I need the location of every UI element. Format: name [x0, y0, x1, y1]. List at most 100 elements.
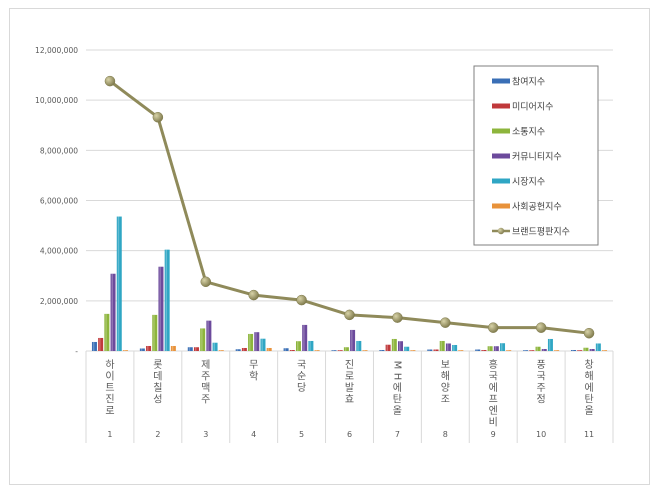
bar-highlight	[494, 346, 497, 351]
bar-highlight	[530, 350, 532, 351]
bar	[350, 329, 356, 351]
bar	[314, 350, 320, 351]
bar-highlight	[242, 347, 245, 351]
x-category-number: 2	[155, 430, 160, 439]
bar	[218, 350, 224, 351]
bar	[577, 350, 583, 351]
x-label-char: H	[391, 373, 402, 381]
x-label-char: 진	[105, 394, 114, 406]
line-marker	[152, 111, 164, 123]
legend-label: 사회공헌지수	[512, 202, 562, 213]
bar	[547, 338, 553, 351]
bar-highlight	[405, 346, 407, 351]
line-marker	[583, 327, 595, 339]
bar	[523, 350, 529, 351]
bar-highlight	[434, 349, 436, 351]
x-category-number: 3	[203, 430, 208, 439]
bar	[193, 347, 199, 351]
bar-highlight	[548, 338, 551, 351]
bar	[362, 350, 368, 351]
bar-highlight	[219, 350, 222, 351]
legend-label: 소통지수	[512, 127, 545, 138]
x-label-char: 로	[345, 372, 354, 383]
bar-highlight	[507, 350, 509, 351]
bar	[493, 346, 499, 351]
legend-swatch	[492, 203, 510, 209]
bar	[595, 343, 601, 351]
legend-item: 사회공헌지수	[492, 202, 562, 213]
x-label-char: 주	[201, 395, 210, 406]
x-label-char: 무	[249, 360, 258, 371]
bar-highlight	[536, 346, 538, 351]
x-category-number: 6	[347, 430, 352, 439]
x-label-char: 에	[489, 382, 498, 394]
bar-highlight	[332, 350, 334, 351]
legend-swatch	[492, 103, 510, 109]
bar-highlight	[140, 348, 143, 351]
x-category-number: 8	[443, 430, 448, 439]
x-category-number: 4	[251, 430, 256, 439]
bar-highlight	[147, 345, 149, 351]
legend-label: 미디어지수	[512, 102, 553, 113]
x-label-char: 엔	[489, 405, 498, 417]
legend-label: 참여지수	[512, 76, 545, 88]
bar-highlight	[501, 343, 503, 351]
bar-highlight	[290, 349, 293, 351]
x-category-label: 국순당	[297, 359, 306, 394]
legend-swatch	[492, 153, 510, 159]
x-category-label: 무학	[249, 360, 258, 383]
y-tick-label: 2,000,000	[40, 297, 78, 306]
bar-highlight	[357, 340, 359, 351]
line-marker	[296, 294, 307, 306]
x-label-char: 주	[201, 372, 210, 383]
legend-swatch	[492, 128, 510, 134]
bar	[571, 349, 577, 351]
bar	[206, 320, 212, 351]
legend-item: 미디어지수	[492, 102, 553, 113]
line-marker	[104, 75, 116, 87]
bar-highlight	[555, 350, 557, 351]
bar-highlight	[578, 350, 580, 351]
bar	[283, 348, 289, 351]
x-category-number: 7	[395, 430, 400, 439]
line-marker	[200, 276, 212, 288]
bar-highlight	[363, 350, 365, 351]
bar	[379, 349, 385, 351]
bar	[458, 350, 464, 351]
bar	[331, 350, 337, 351]
legend-item: 커뮤니티지수	[492, 152, 562, 163]
bar-highlight	[284, 348, 286, 351]
line-marker	[535, 322, 547, 333]
x-label-char: 비	[489, 417, 498, 429]
bar	[98, 337, 104, 351]
bar-highlight	[453, 344, 455, 351]
bar	[200, 328, 206, 351]
x-label-char: 이	[105, 371, 114, 383]
x-label-char: 해	[584, 370, 593, 383]
bar-highlight	[105, 313, 107, 351]
x-label-char: 흥	[489, 358, 498, 371]
x-label-char: 성	[153, 394, 162, 406]
bar	[241, 347, 247, 351]
bar	[212, 342, 218, 351]
bar	[164, 249, 170, 351]
x-label-char: 학	[249, 371, 258, 383]
x-label-char: 조	[441, 395, 450, 406]
legend-label: 브랜드평판지수	[512, 227, 570, 238]
y-axis: - 2,000,000 4,000,000 6,000,000 8,000,000 10,…	[35, 46, 78, 356]
bar-highlight	[428, 349, 430, 351]
legend-item: 소통지수	[492, 127, 545, 138]
bar-highlight	[603, 350, 605, 351]
x-label-char: 롯	[153, 359, 162, 371]
x-label-char: 주	[537, 383, 546, 394]
bar	[385, 344, 391, 351]
x-category-number: 9	[491, 430, 496, 439]
x-label-char: 올	[393, 405, 402, 417]
bar	[481, 349, 487, 351]
bar	[289, 349, 295, 351]
